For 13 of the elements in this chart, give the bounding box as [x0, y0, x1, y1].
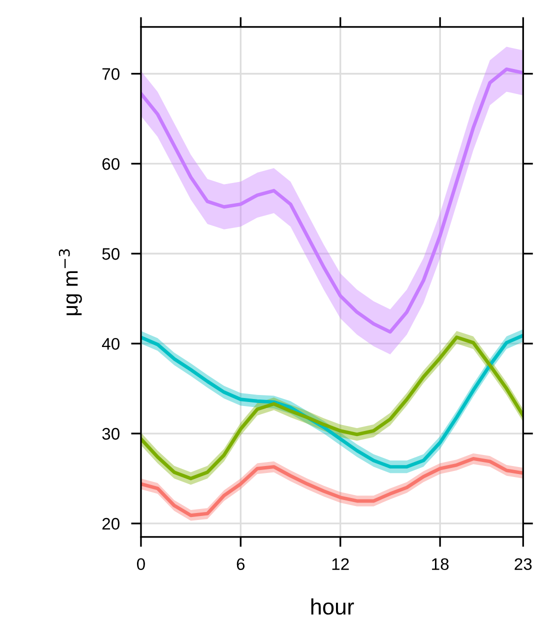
x-tick-label: 0: [136, 558, 145, 570]
y-tick-label: 50: [102, 248, 120, 260]
y-tick-label: 70: [102, 68, 120, 80]
y-tick-label: 40: [102, 338, 120, 350]
x-tick-label: 6: [236, 558, 245, 570]
y-tick-label: 60: [102, 158, 120, 170]
y-axis-title: μg m$^{−3}$: [58, 249, 82, 316]
y-tick-label: 20: [102, 518, 120, 530]
x-tick-label: 12: [332, 558, 349, 570]
y-tick-label: 30: [102, 428, 120, 440]
x-tick-label: 18: [432, 558, 449, 570]
x-axis-title: hour: [311, 598, 354, 615]
x-tick-label: 23: [514, 558, 532, 570]
